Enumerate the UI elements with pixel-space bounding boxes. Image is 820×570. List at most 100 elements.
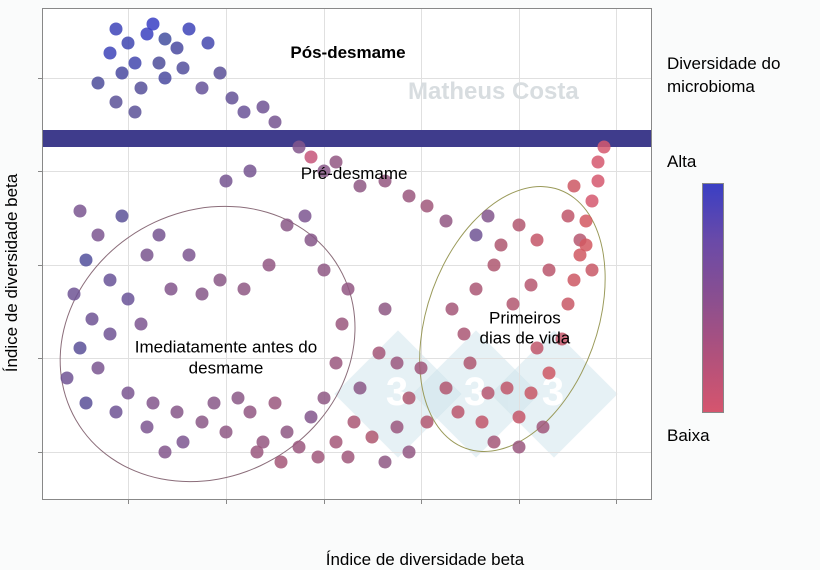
data-point (464, 357, 477, 370)
data-point (525, 386, 538, 399)
data-point (152, 57, 165, 70)
data-point (79, 253, 92, 266)
data-point (512, 440, 525, 453)
data-point (238, 106, 251, 119)
data-point (268, 116, 281, 129)
legend-title: Diversidade do microbioma (667, 53, 812, 99)
data-point (470, 283, 483, 296)
data-point (85, 312, 98, 325)
data-point (305, 234, 318, 247)
data-point (195, 81, 208, 94)
data-point (122, 37, 135, 50)
data-point (177, 435, 190, 448)
data-point (445, 303, 458, 316)
data-point (171, 406, 184, 419)
data-point (598, 140, 611, 153)
data-point (403, 391, 416, 404)
data-point (543, 367, 556, 380)
data-point (592, 155, 605, 168)
data-point (226, 91, 239, 104)
data-point (152, 229, 165, 242)
data-point (439, 214, 452, 227)
data-point (293, 440, 306, 453)
data-point (213, 273, 226, 286)
data-point (482, 386, 495, 399)
data-point (110, 22, 123, 35)
data-point (470, 229, 483, 242)
data-point (592, 175, 605, 188)
data-point (73, 342, 86, 355)
data-point (140, 249, 153, 262)
data-point (177, 62, 190, 75)
data-point (561, 209, 574, 222)
data-point (159, 32, 172, 45)
data-point (305, 411, 318, 424)
data-point (512, 411, 525, 424)
data-point (488, 435, 501, 448)
y-axis-label: Índice de diversidade beta (2, 174, 22, 372)
data-point (512, 219, 525, 232)
data-point (567, 273, 580, 286)
data-point (329, 435, 342, 448)
data-point (421, 199, 434, 212)
data-point (104, 327, 117, 340)
data-point (305, 150, 318, 163)
data-point (104, 273, 117, 286)
data-point (586, 263, 599, 276)
data-point (403, 189, 416, 202)
data-point (244, 165, 257, 178)
data-point (403, 445, 416, 458)
data-point (128, 57, 141, 70)
data-point (567, 180, 580, 193)
data-point (220, 426, 233, 439)
data-point (378, 455, 391, 468)
data-point (329, 357, 342, 370)
annotation-1: Pré-desmame (301, 164, 408, 184)
annotation-2: Imediatamente antes do desmame (135, 338, 317, 379)
data-point (348, 416, 361, 429)
data-point (268, 396, 281, 409)
data-point (415, 362, 428, 375)
chart-container: 3 3 3 Pós-desmamePré-desmameImediatament… (42, 8, 808, 538)
data-point (274, 455, 287, 468)
data-point (457, 327, 470, 340)
data-point (220, 175, 233, 188)
data-point (91, 362, 104, 375)
data-point (317, 391, 330, 404)
data-point (293, 140, 306, 153)
data-point (488, 258, 501, 271)
data-point (134, 317, 147, 330)
data-point (110, 96, 123, 109)
data-point (378, 303, 391, 316)
data-point (146, 17, 159, 30)
data-point (342, 450, 355, 463)
data-point (421, 416, 434, 429)
data-point (537, 421, 550, 434)
annotation-0: Pós-desmame (290, 43, 405, 63)
watermark-author: Matheus Costa (408, 78, 579, 106)
data-point (299, 209, 312, 222)
data-point (494, 239, 507, 252)
data-point (213, 66, 226, 79)
separator-band (43, 130, 651, 147)
data-point (104, 47, 117, 60)
data-point (579, 214, 592, 227)
data-point (281, 219, 294, 232)
data-point (183, 249, 196, 262)
data-point (134, 81, 147, 94)
data-point (366, 431, 379, 444)
data-point (439, 381, 452, 394)
data-point (122, 386, 135, 399)
data-point (61, 372, 74, 385)
data-point (195, 416, 208, 429)
data-point (183, 22, 196, 35)
data-point (91, 229, 104, 242)
data-point (79, 396, 92, 409)
data-point (317, 263, 330, 276)
data-point (207, 396, 220, 409)
data-point (110, 406, 123, 419)
data-point (531, 234, 544, 247)
data-point (159, 71, 172, 84)
x-axis-label: Índice de diversidade beta (326, 550, 524, 570)
data-point (354, 381, 367, 394)
